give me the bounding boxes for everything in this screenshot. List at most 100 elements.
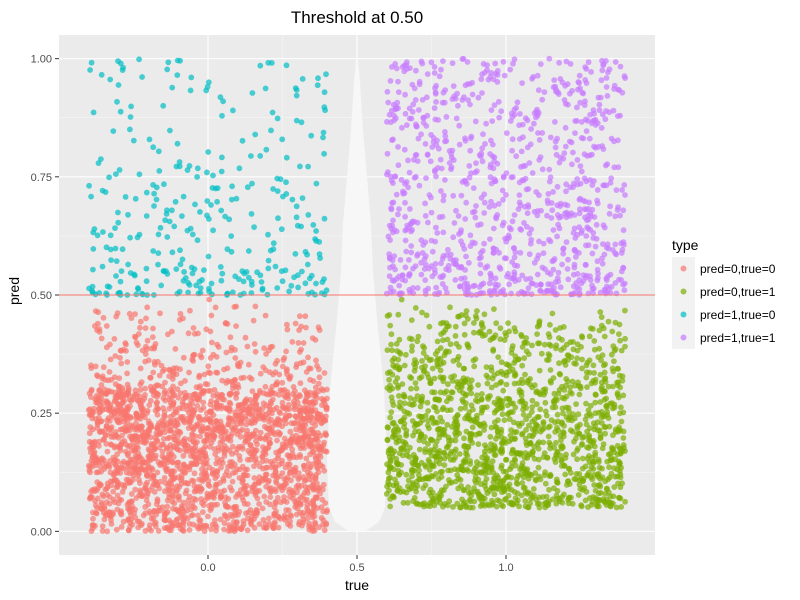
data-point (574, 347, 581, 354)
data-point (514, 490, 521, 497)
data-point (529, 170, 536, 176)
data-point (486, 280, 493, 287)
data-point (206, 483, 213, 489)
data-point (395, 162, 402, 169)
data-point (218, 424, 225, 430)
data-point (575, 79, 582, 85)
data-point (316, 366, 322, 373)
data-point (179, 213, 185, 220)
data-point (132, 334, 139, 341)
data-point (127, 523, 133, 530)
data-point (588, 380, 595, 387)
data-point (601, 369, 608, 376)
data-point (259, 458, 266, 465)
data-point (493, 503, 500, 510)
data-point (300, 509, 306, 516)
data-point (590, 438, 597, 444)
data-point (534, 388, 540, 395)
data-point (202, 460, 209, 467)
data-point (612, 456, 618, 463)
data-point (594, 277, 601, 284)
data-point (180, 354, 187, 361)
data-point (401, 68, 408, 75)
data-point (544, 454, 551, 461)
data-point (410, 285, 416, 291)
data-point (602, 430, 608, 437)
data-point (150, 325, 156, 332)
data-point (424, 474, 431, 480)
data-point (574, 231, 581, 238)
data-point (92, 502, 99, 509)
data-point (498, 434, 505, 440)
data-point (554, 183, 561, 190)
data-point (279, 483, 286, 490)
data-point (406, 257, 412, 263)
data-point (498, 359, 505, 366)
data-point (449, 378, 456, 384)
data-point (444, 336, 451, 343)
data-point (574, 456, 580, 463)
data-point (546, 166, 553, 173)
data-point (89, 525, 96, 532)
data-point (281, 392, 287, 399)
data-point (228, 196, 235, 203)
data-point (191, 454, 198, 460)
data-point (519, 480, 526, 486)
data-point (566, 481, 573, 487)
data-point (433, 173, 439, 180)
data-point (586, 369, 593, 376)
data-point (563, 209, 570, 216)
data-point (416, 446, 423, 453)
data-point (278, 226, 285, 233)
data-point (94, 232, 101, 239)
data-point (293, 203, 300, 210)
data-point (404, 222, 411, 229)
data-point (310, 449, 317, 456)
data-point (535, 456, 542, 463)
data-point (469, 209, 476, 216)
data-point (500, 503, 506, 510)
data-point (461, 275, 468, 281)
data-point (497, 336, 504, 342)
data-point (213, 369, 219, 376)
data-point (541, 341, 548, 348)
data-point (422, 141, 429, 147)
data-point (283, 179, 289, 186)
data-point (295, 340, 302, 346)
data-point (431, 70, 438, 76)
data-point (469, 440, 476, 446)
data-point (172, 437, 179, 443)
data-point (212, 451, 219, 457)
data-point (86, 285, 92, 292)
data-point (496, 249, 502, 256)
data-point (526, 230, 533, 237)
data-point (221, 366, 227, 373)
data-point (565, 256, 571, 263)
data-point (222, 320, 229, 326)
data-point (579, 89, 586, 96)
data-point (417, 420, 424, 426)
data-point (155, 148, 162, 155)
data-point (557, 203, 564, 210)
data-point (269, 424, 276, 430)
data-point (115, 219, 122, 226)
data-point (487, 236, 493, 243)
data-point (118, 406, 124, 413)
data-point (286, 438, 293, 444)
data-point (451, 449, 458, 455)
data-point (256, 501, 262, 507)
data-point (481, 199, 488, 206)
data-point (421, 367, 428, 374)
chart-title: Threshold at 0.50 (291, 8, 423, 27)
data-point (487, 174, 494, 181)
data-point (208, 312, 215, 319)
data-point (574, 423, 581, 430)
data-point (530, 486, 537, 492)
data-point (212, 484, 219, 491)
data-point (616, 372, 623, 379)
data-point (139, 74, 146, 80)
data-point (497, 288, 504, 295)
data-point (503, 468, 509, 475)
data-point (86, 430, 93, 437)
data-point (456, 141, 463, 148)
